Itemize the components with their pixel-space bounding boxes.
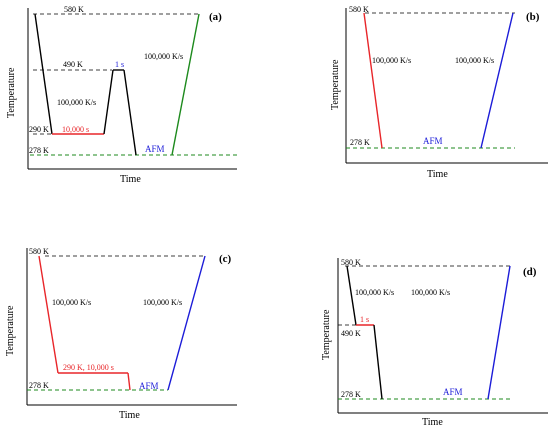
panel-a-rate-right-label: 100,000 K/s	[144, 52, 183, 61]
panel-a-rate-left-label: 100,000 K/s	[57, 98, 96, 107]
panel-d-cool-line	[373, 324, 383, 400]
panel-a-ylabel: Temperature	[6, 67, 17, 118]
panel-d-quench-line	[346, 265, 357, 326]
panel-b-reheat-line	[480, 12, 514, 149]
panel-b-rate-left-label: 100,000 K/s	[372, 56, 411, 65]
panel-d: 580 K 490 K 278 K 1 s 100,000 K/s 100,00…	[321, 258, 548, 426]
panel-b-label-278: 278 K	[350, 138, 370, 147]
panel-d-rate-right-label: 100,000 K/s	[411, 288, 450, 297]
panel-b-ylabel: Temperature	[330, 59, 341, 110]
panel-d-rate-left-label: 100,000 K/s	[355, 288, 394, 297]
panel-d-reheat-line	[487, 265, 511, 400]
panel-c-reheat-line	[167, 255, 206, 391]
panel-d-label-490: 490 K	[341, 329, 361, 338]
panel-d-label-278: 278 K	[341, 390, 361, 399]
panel-a-reheat-line	[171, 13, 200, 156]
panel-a-tag: (a)	[209, 11, 222, 23]
panel-b-xlabel: Time	[427, 169, 448, 180]
panel-b-label-580: 580 K	[349, 5, 369, 14]
panel-c-label-278: 278 K	[29, 381, 49, 390]
panel-a: 580 K 490 K 290 K 278 K 10,000 s 1 s 100…	[6, 5, 237, 185]
panel-d-afm-label: AFM	[443, 387, 463, 397]
panel-b: 580 K 278 K 100,000 K/s 100,000 K/s AFM …	[330, 5, 548, 180]
panel-a-hold-490-label: 1 s	[115, 60, 124, 69]
panel-a-label-290: 290 K	[29, 125, 49, 134]
panel-c: 580 K 278 K 290 K, 10,000 s 100,000 K/s …	[5, 247, 237, 421]
panel-c-tag: (c)	[219, 253, 232, 265]
panel-c-label-580: 580 K	[29, 247, 49, 256]
panel-c-cool-line	[127, 372, 131, 391]
panel-c-rate-left-label: 100,000 K/s	[52, 298, 91, 307]
panel-c-ylabel: Temperature	[5, 305, 16, 356]
panel-a-label-580: 580 K	[64, 5, 84, 14]
panel-c-rate-right-label: 100,000 K/s	[143, 298, 182, 307]
panel-a-xlabel: Time	[120, 174, 141, 185]
panel-d-hold-490-label: 1 s	[360, 315, 369, 324]
panel-d-ylabel: Temperature	[321, 309, 332, 360]
panel-d-label-580: 580 K	[341, 258, 361, 267]
panel-a-cool-line	[123, 69, 137, 156]
panel-c-quench-line	[38, 255, 59, 374]
panel-b-afm-label: AFM	[423, 136, 443, 146]
panel-c-afm-label: AFM	[139, 381, 159, 391]
panel-a-label-278: 278 K	[29, 146, 49, 155]
panel-c-hold-290-label: 290 K, 10,000 s	[63, 363, 114, 372]
panel-d-xlabel: Time	[422, 417, 443, 426]
panel-a-label-490: 490 K	[63, 60, 83, 69]
panel-a-afm-label: AFM	[145, 144, 165, 154]
panel-a-heat-line	[103, 69, 114, 135]
panel-b-quench-line	[363, 12, 383, 149]
panel-b-tag: (b)	[526, 11, 540, 23]
panel-a-hold-290-label: 10,000 s	[62, 125, 89, 134]
panel-a-quench-line	[34, 13, 53, 135]
panel-b-rate-right-label: 100,000 K/s	[455, 56, 494, 65]
panel-c-xlabel: Time	[119, 410, 140, 421]
panel-d-tag: (d)	[523, 266, 537, 278]
